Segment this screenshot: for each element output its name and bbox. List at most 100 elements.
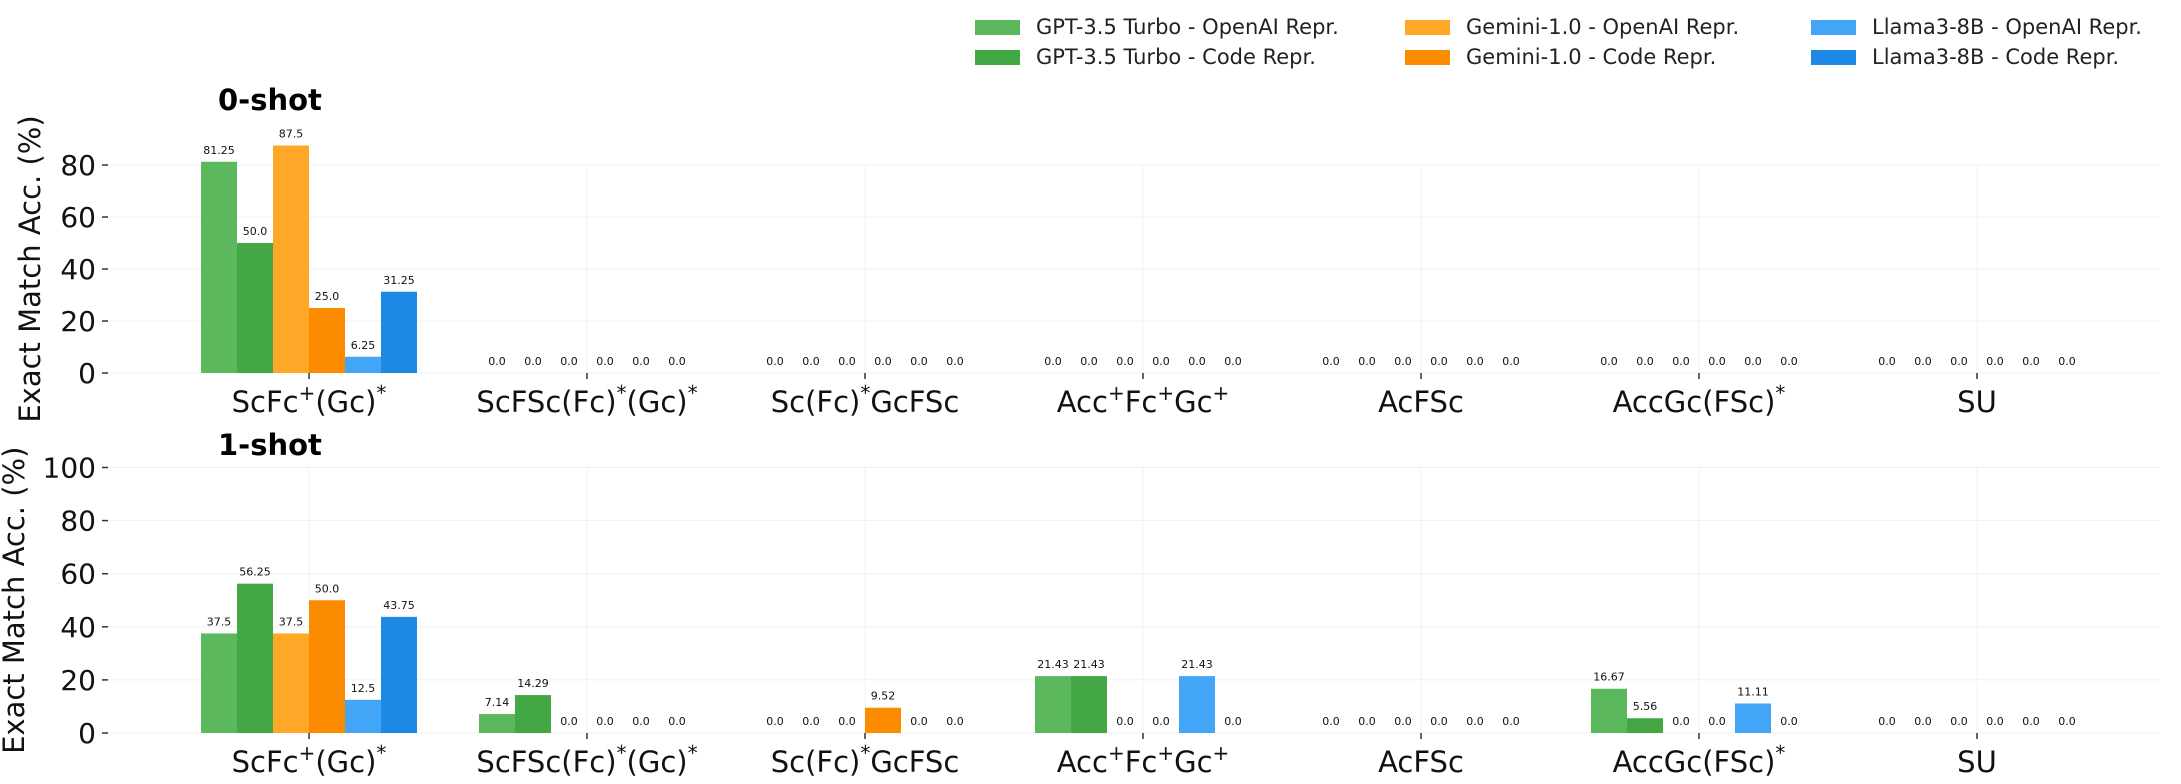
x-tick-label-part: SU — [1957, 745, 1997, 779]
bar — [201, 161, 237, 373]
legend-label: GPT-3.5 Turbo - Code Repr. — [1036, 45, 1316, 69]
y-tick-label: 100 — [43, 452, 96, 485]
bar — [515, 695, 551, 733]
bar-value-label: 0.0 — [1430, 715, 1448, 728]
x-tick-label: Acc+Fc+Gc+ — [1057, 381, 1230, 419]
bar — [479, 714, 515, 733]
bar — [865, 707, 901, 733]
bar-value-label: 9.52 — [871, 690, 896, 703]
bar-value-label: 0.0 — [560, 715, 578, 728]
bar-value-label: 0.0 — [1708, 715, 1726, 728]
bar-value-label: 0.0 — [1044, 355, 1062, 368]
x-tick-label-part: ScFSc(Fc) — [476, 385, 616, 419]
bar — [1179, 676, 1215, 733]
x-tick-label: AccGc(FSc)* — [1613, 381, 1786, 419]
x-tick-label: SU — [1957, 745, 1997, 779]
x-tick-label-sup: * — [376, 741, 386, 765]
x-tick-label-part: GcFSc — [870, 385, 959, 419]
x-tick-label: Sc(Fc)*GcFSc — [771, 741, 960, 779]
bar-value-label: 0.0 — [946, 715, 964, 728]
x-tick-label-part: AccGc(FSc) — [1613, 385, 1776, 419]
legend-item-llama-openai: Llama3-8B - OpenAI Repr. — [1811, 12, 2142, 42]
bar-value-label: 0.0 — [1950, 355, 1968, 368]
bar-value-label: 0.0 — [1152, 355, 1170, 368]
bar-value-label: 0.0 — [1152, 715, 1170, 728]
bar-value-label: 0.0 — [1950, 715, 1968, 728]
bar-value-label: 0.0 — [1672, 355, 1690, 368]
x-tick-label-sup: + — [1213, 741, 1230, 765]
bar-value-label: 21.43 — [1037, 658, 1069, 671]
bar — [309, 308, 345, 373]
x-tick-label-part: Sc(Fc) — [771, 385, 861, 419]
x-tick-label: ScFSc(Fc)*(Gc)* — [476, 741, 697, 779]
x-tick-label-sup: * — [860, 741, 870, 765]
x-tick-label-part: ScFc — [232, 385, 299, 419]
bar-value-label: 0.0 — [1878, 715, 1896, 728]
x-tick-label-sup: * — [688, 741, 698, 765]
x-tick-label-part: (Gc) — [315, 745, 376, 779]
x-tick-label: AcFSc — [1378, 745, 1464, 779]
bar-value-label: 0.0 — [1224, 715, 1242, 728]
bar-value-label: 0.0 — [1224, 355, 1242, 368]
bar-value-label: 0.0 — [1188, 355, 1206, 368]
bar-value-label: 21.43 — [1181, 658, 1213, 671]
bar-value-label: 11.11 — [1737, 686, 1769, 699]
bar-value-label: 0.0 — [524, 355, 542, 368]
bar — [381, 291, 417, 373]
bar-value-label: 0.0 — [1466, 355, 1484, 368]
bar-value-label: 0.0 — [488, 355, 506, 368]
y-tick-label: 40 — [60, 253, 96, 286]
x-tick-label-sup: + — [1108, 741, 1125, 765]
bar-value-label: 0.0 — [2022, 715, 2040, 728]
bar-value-label: 0.0 — [596, 715, 614, 728]
bar — [201, 633, 237, 733]
bar-value-label: 81.25 — [203, 144, 235, 157]
bar-value-label: 0.0 — [632, 355, 650, 368]
bar-value-label: 0.0 — [668, 715, 686, 728]
bar-value-label: 5.56 — [1633, 700, 1658, 713]
x-tick-label-sup: + — [1213, 381, 1230, 405]
bar-value-label: 0.0 — [910, 715, 928, 728]
x-tick-label-part: (Gc) — [315, 385, 376, 419]
bar-value-label: 0.0 — [1358, 715, 1376, 728]
bar — [1035, 676, 1071, 733]
bar-value-label: 37.5 — [279, 615, 304, 628]
bar — [1735, 703, 1771, 733]
panel-title: 0-shot — [218, 83, 322, 117]
bar-value-label: 0.0 — [1394, 715, 1412, 728]
x-tick-label: ScFc+(Gc)* — [232, 381, 387, 419]
bar-value-label: 6.25 — [351, 339, 376, 352]
x-tick-label-sup: + — [1108, 381, 1125, 405]
bar-value-label: 0.0 — [1780, 355, 1798, 368]
bar-value-label: 0.0 — [1744, 355, 1762, 368]
x-tick-label-part: AccGc(FSc) — [1613, 745, 1776, 779]
y-axis-label: Exact Match Acc. (%) — [13, 115, 47, 422]
bar-value-label: 0.0 — [2058, 715, 2076, 728]
x-tick-label-part: SU — [1957, 385, 1997, 419]
bar-value-label: 0.0 — [910, 355, 928, 368]
bar-value-label: 0.0 — [1672, 715, 1690, 728]
bar-value-label: 0.0 — [766, 355, 784, 368]
x-tick-label-sup: + — [299, 741, 316, 765]
bar-value-label: 0.0 — [560, 355, 578, 368]
bar-value-label: 0.0 — [1430, 355, 1448, 368]
x-tick-label-part: Fc — [1125, 745, 1158, 779]
bar-value-label: 0.0 — [1358, 355, 1376, 368]
x-tick-label-part: Fc — [1125, 385, 1158, 419]
y-tick-label: 80 — [60, 149, 96, 182]
bar — [1591, 688, 1627, 733]
bar-value-label: 50.0 — [315, 582, 340, 595]
bar-value-label: 37.5 — [207, 615, 232, 628]
x-tick-label-part: ScFc — [232, 745, 299, 779]
bar-value-label: 25.0 — [315, 290, 340, 303]
bar-value-label: 0.0 — [1116, 355, 1134, 368]
bar-value-label: 0.0 — [1502, 715, 1520, 728]
legend-label: Gemini-1.0 - Code Repr. — [1466, 45, 1717, 69]
legend-label: Llama3-8B - Code Repr. — [1872, 45, 2120, 69]
bar — [237, 583, 273, 733]
bar-value-label: 0.0 — [1986, 355, 2004, 368]
x-tick-label-part: Gc — [1174, 745, 1212, 779]
bar — [273, 633, 309, 733]
y-tick-label: 80 — [60, 505, 96, 538]
legend-label: Gemini-1.0 - OpenAI Repr. — [1466, 15, 1740, 39]
